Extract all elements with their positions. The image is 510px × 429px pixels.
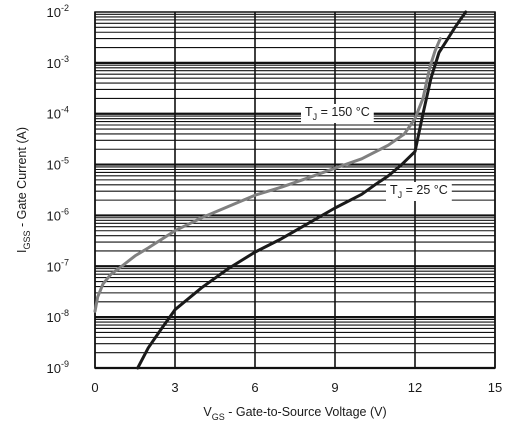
series-label-150c: TJ = 150 °C: [301, 104, 374, 123]
x-tick-label: 9: [331, 380, 338, 395]
y-tick-label: 10-2: [47, 3, 69, 20]
y-axis-label: IGSS - Gate Current (A): [15, 127, 32, 253]
series-label-150c-bg: [301, 104, 374, 123]
y-tick-label: 10-4: [47, 105, 69, 122]
series-label-150c-text: TJ = 150 °C: [305, 105, 370, 122]
x-axis-label: VGS - Gate-to-Source Voltage (V): [203, 405, 386, 422]
x-tick-label: 12: [408, 380, 422, 395]
x-tick-label: 0: [91, 380, 98, 395]
series-label-25c-text: TJ = 25 °C: [390, 183, 448, 200]
y-tick-label: 10-9: [47, 359, 69, 376]
x-tick-label: 6: [251, 380, 258, 395]
series-line-1: [136, 10, 468, 370]
series-label-25c-bg: [386, 182, 452, 201]
y-tick-labels: 10-9 10-8 10-7 10-6 10-5 10-4 10-3 10-2: [47, 3, 69, 376]
y-tick-label: 10-8: [47, 308, 69, 325]
plot-frame: [94, 11, 496, 369]
series-label-25c: TJ = 25 °C: [386, 182, 452, 201]
x-tick-label: 3: [171, 380, 178, 395]
series-group: [93, 10, 468, 370]
y-tick-label: 10-7: [47, 257, 69, 274]
y-tick-label: 10-3: [47, 54, 69, 71]
x-tick-label: 15: [488, 380, 502, 395]
y-tick-label: 10-5: [47, 156, 69, 173]
y-tick-label: 10-6: [47, 206, 69, 223]
series-line-0: [93, 37, 442, 313]
x-tick-labels: 0 3 6 9 12 15: [91, 380, 502, 395]
